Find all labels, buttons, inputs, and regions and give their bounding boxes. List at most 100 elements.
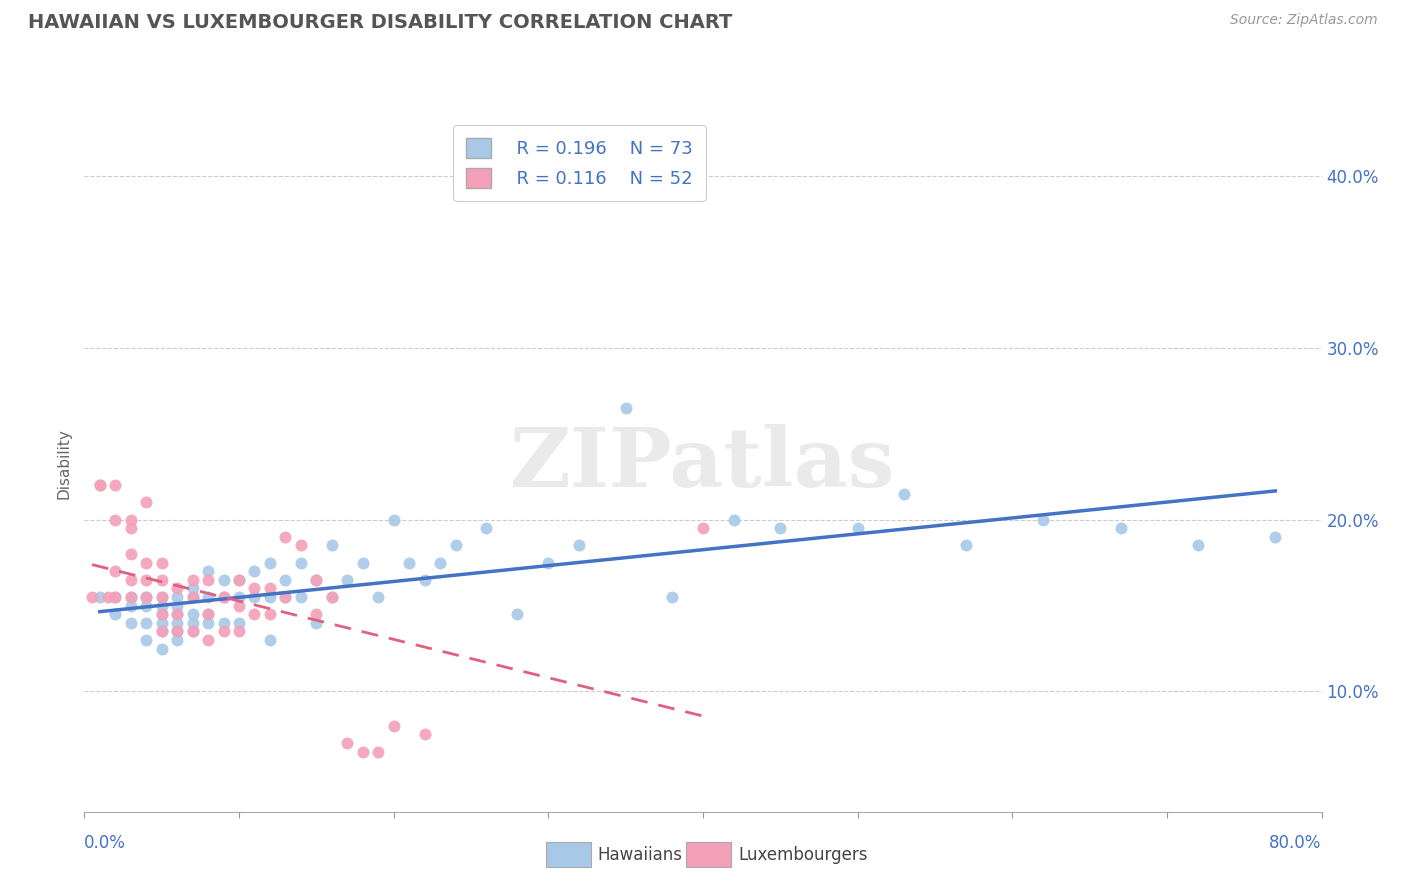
Point — [568, 538, 591, 552]
Point — [243, 582, 266, 596]
Point — [259, 556, 281, 570]
Point — [104, 590, 127, 604]
Point — [150, 607, 173, 622]
Point — [104, 513, 127, 527]
Point — [135, 590, 157, 604]
Point — [166, 624, 188, 639]
Point — [166, 632, 188, 647]
Point — [228, 599, 250, 613]
Legend:   R = 0.196    N = 73,   R = 0.116    N = 52: R = 0.196 N = 73, R = 0.116 N = 52 — [453, 125, 706, 201]
Point — [135, 495, 157, 509]
Point — [150, 556, 173, 570]
Point — [104, 607, 127, 622]
Point — [367, 590, 389, 604]
Point — [89, 590, 111, 604]
Point — [259, 632, 281, 647]
Point — [537, 556, 560, 570]
Point — [166, 624, 188, 639]
Point — [506, 607, 529, 622]
Point — [197, 607, 219, 622]
Y-axis label: Disability: Disability — [56, 428, 72, 500]
Point — [120, 547, 142, 561]
Point — [352, 556, 374, 570]
Point — [321, 590, 343, 604]
Point — [769, 521, 792, 535]
Text: Luxembourgers: Luxembourgers — [738, 846, 868, 863]
Point — [367, 745, 389, 759]
Point — [89, 478, 111, 492]
Point — [104, 590, 127, 604]
Point — [104, 478, 127, 492]
Point — [290, 590, 312, 604]
Point — [228, 573, 250, 587]
Point — [120, 615, 142, 630]
Point — [150, 590, 173, 604]
Point — [290, 556, 312, 570]
Point — [166, 615, 188, 630]
Point — [1264, 530, 1286, 544]
Point — [243, 590, 266, 604]
Point — [352, 745, 374, 759]
Point — [321, 590, 343, 604]
Text: HAWAIIAN VS LUXEMBOURGER DISABILITY CORRELATION CHART: HAWAIIAN VS LUXEMBOURGER DISABILITY CORR… — [28, 13, 733, 32]
Point — [82, 590, 104, 604]
Point — [135, 615, 157, 630]
Point — [274, 573, 297, 587]
Text: Hawaiians: Hawaiians — [598, 846, 682, 863]
Point — [274, 590, 297, 604]
Point — [212, 590, 235, 604]
Point — [1187, 538, 1209, 552]
Point — [1032, 513, 1054, 527]
Point — [120, 599, 142, 613]
Point — [150, 573, 173, 587]
Point — [475, 521, 498, 535]
Point — [321, 538, 343, 552]
Point — [197, 607, 219, 622]
Point — [290, 538, 312, 552]
Point — [228, 573, 250, 587]
Point — [97, 590, 120, 604]
Point — [197, 590, 219, 604]
Point — [305, 573, 328, 587]
Point — [228, 615, 250, 630]
Point — [305, 615, 328, 630]
Point — [336, 736, 359, 750]
Point — [135, 573, 157, 587]
Point — [181, 573, 204, 587]
Point — [181, 624, 204, 639]
Point — [135, 599, 157, 613]
Point — [212, 624, 235, 639]
Point — [429, 556, 451, 570]
Point — [166, 599, 188, 613]
Point — [135, 632, 157, 647]
Point — [120, 590, 142, 604]
Point — [166, 582, 188, 596]
Point — [893, 487, 915, 501]
Point — [135, 590, 157, 604]
Point — [181, 590, 204, 604]
Text: 80.0%: 80.0% — [1270, 834, 1322, 852]
Point — [181, 615, 204, 630]
Point — [305, 573, 328, 587]
Point — [846, 521, 869, 535]
Point — [181, 607, 204, 622]
Point — [274, 590, 297, 604]
Text: Source: ZipAtlas.com: Source: ZipAtlas.com — [1230, 13, 1378, 28]
Point — [274, 530, 297, 544]
Point — [197, 573, 219, 587]
Point — [1109, 521, 1132, 535]
Point — [197, 615, 219, 630]
Point — [150, 641, 173, 656]
Point — [150, 624, 173, 639]
Text: 0.0%: 0.0% — [84, 834, 127, 852]
Point — [212, 590, 235, 604]
Point — [305, 607, 328, 622]
Point — [166, 607, 188, 622]
Point — [382, 513, 405, 527]
Point — [212, 573, 235, 587]
Point — [120, 573, 142, 587]
Point — [955, 538, 977, 552]
Point — [723, 513, 745, 527]
Point — [382, 719, 405, 733]
Point — [120, 513, 142, 527]
